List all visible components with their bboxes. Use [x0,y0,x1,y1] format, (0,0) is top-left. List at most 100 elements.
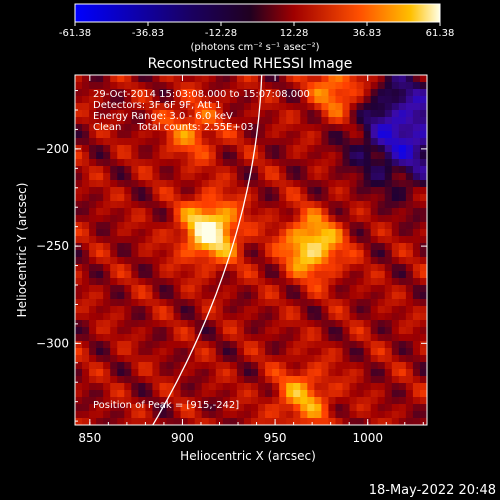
heatmap-cell [215,250,224,258]
heatmap-cell [419,285,427,293]
heatmap-cell [279,376,287,384]
heatmap-cell [286,229,294,237]
heatmap-cell [356,145,365,153]
heatmap-cell [335,334,344,342]
heatmap-cell [321,327,330,335]
heatmap-cell [229,75,238,83]
heatmap-cell [342,362,351,370]
heatmap-cell [222,250,231,258]
heatmap-cell [159,390,168,398]
heatmap-cell [103,96,111,104]
heatmap-cell [194,397,203,405]
heatmap-cell [272,250,280,258]
heatmap-cell [349,152,358,160]
heatmap-cell [272,124,280,132]
heatmap-cell [328,180,337,188]
heatmap-cell [75,341,83,349]
heatmap-cell [229,82,238,90]
heatmap-cell [89,341,97,349]
heatmap-cell [187,355,196,363]
heatmap-cell [307,411,315,419]
heatmap-cell [75,411,83,419]
heatmap-cell [236,327,245,335]
heatmap-cell [236,404,245,412]
heatmap-cell [412,103,421,111]
heatmap-cell [321,173,330,181]
heatmap-cell [419,327,427,335]
heatmap-cell [201,194,210,202]
heatmap-cell [251,82,259,90]
heatmap-cell [103,404,111,412]
heatmap-cell [335,257,344,265]
heatmap-cell [159,369,168,377]
heatmap-cell [96,215,104,223]
heatmap-cell [89,327,97,335]
heatmap-cell [208,124,217,132]
heatmap-cell [103,369,111,377]
heatmap-cell [89,334,97,342]
heatmap-cell [180,124,189,132]
heatmap-cell [349,306,358,314]
heatmap-cell [258,271,266,279]
heatmap-cell [110,208,118,216]
heatmap-cell [194,257,203,265]
heatmap-cell [342,180,351,188]
heatmap-cell [236,173,245,181]
heatmap-cell [272,376,280,384]
heatmap-cell [391,138,400,146]
heatmap-cell [328,257,337,265]
heatmap-cell [243,271,252,279]
heatmap-cell [215,124,224,132]
heatmap-cell [96,292,104,300]
heatmap-cell [356,75,365,83]
heatmap-cell [342,215,351,223]
heatmap-cell [166,173,175,181]
heatmap-cell [180,285,189,293]
heatmap-cell [265,271,273,279]
heatmap-cell [279,334,287,342]
heatmap-cell [405,292,414,300]
x-tick-label: 1000 [352,431,383,445]
heatmap-cell [159,397,168,405]
heatmap-cell [180,82,189,90]
heatmap-cell [251,390,259,398]
heatmap-cell [243,348,252,356]
heatmap-cell [208,103,217,111]
heatmap-cell [194,250,203,258]
heatmap-cell [349,348,358,356]
heatmap-cell [131,257,139,265]
heatmap-cell [328,229,337,237]
heatmap-cell [236,138,245,146]
heatmap-cell [215,411,224,419]
heatmap-cell [335,229,344,237]
heatmap-cell [187,397,196,405]
heatmap-cell [215,327,224,335]
heatmap-cell [307,103,315,111]
heatmap-cell [236,222,245,230]
heatmap-cell [152,334,161,342]
heatmap-cell [187,222,196,230]
heatmap-cell [152,222,161,230]
heatmap-cell [159,278,168,286]
heatmap-cell [236,117,245,125]
heatmap-cell [96,96,104,104]
heatmap-cell [145,264,154,272]
heatmap-cell [293,201,301,209]
heatmap-cell [173,82,182,90]
heatmap-cell [419,250,427,258]
heatmap-cell [208,187,217,195]
heatmap-cell [82,201,90,209]
heatmap-cell [286,82,294,90]
heatmap-cell [370,404,379,412]
heatmap-cell [349,208,358,216]
heatmap-cell [152,180,161,188]
heatmap-cell [314,383,322,391]
heatmap-cell [286,243,294,251]
heatmap-cell [349,194,358,202]
heatmap-cell [82,348,90,356]
heatmap-cell [349,166,358,174]
heatmap-cell [384,131,393,139]
heatmap-cell [356,159,365,167]
heatmap-cell [265,369,273,377]
heatmap-cell [103,187,111,195]
